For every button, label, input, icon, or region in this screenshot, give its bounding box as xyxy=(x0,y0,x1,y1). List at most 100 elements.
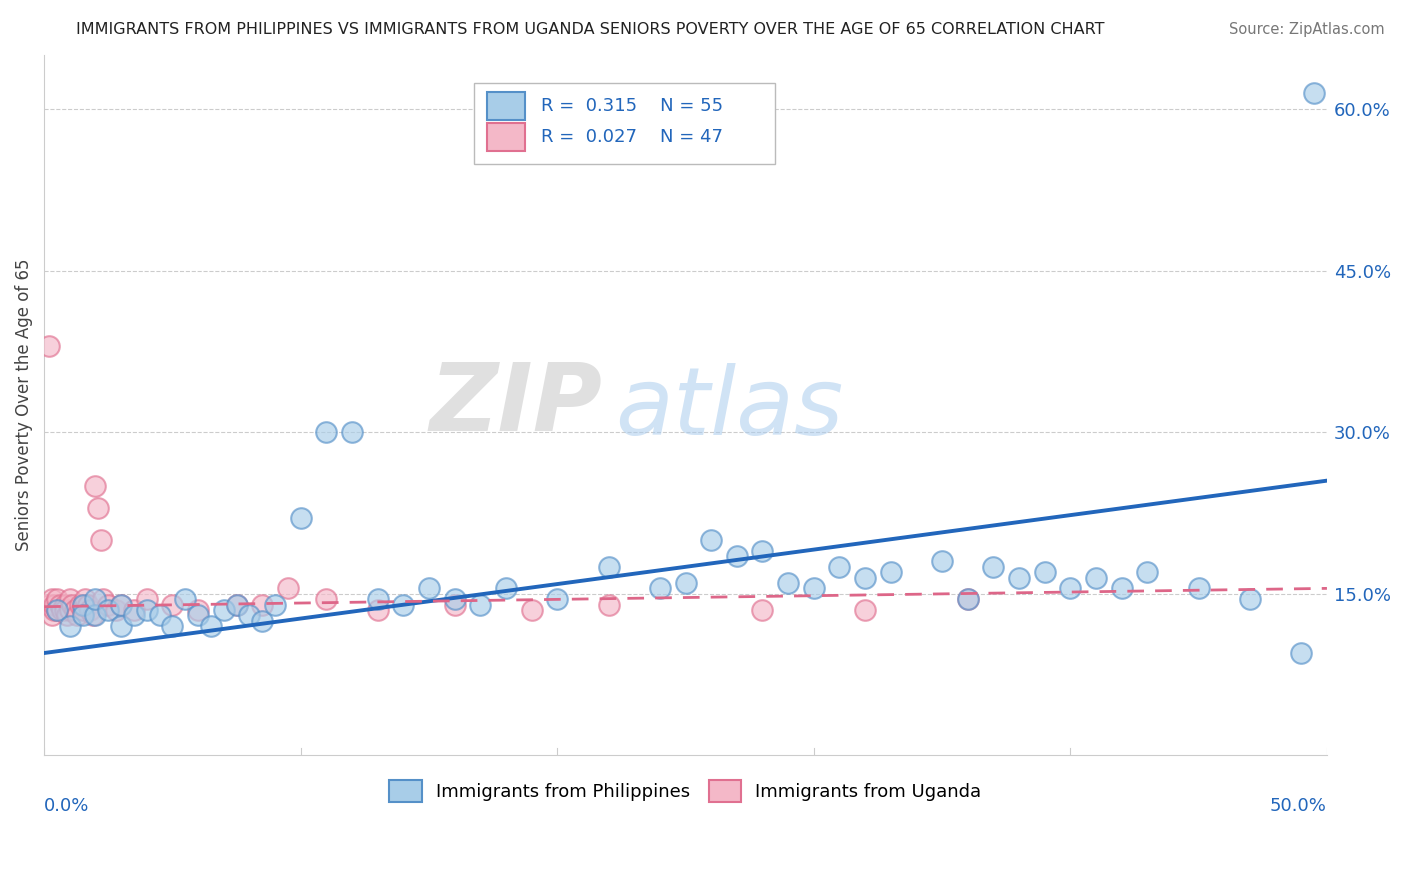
Point xyxy=(187,603,209,617)
Point xyxy=(82,608,104,623)
Point xyxy=(290,511,312,525)
Text: ZIP: ZIP xyxy=(429,359,602,451)
Text: atlas: atlas xyxy=(614,363,844,454)
Point xyxy=(110,598,132,612)
Text: Source: ZipAtlas.com: Source: ZipAtlas.com xyxy=(1229,22,1385,37)
Point xyxy=(853,603,876,617)
Point xyxy=(135,603,157,617)
Point xyxy=(495,582,517,596)
Point xyxy=(41,592,63,607)
Point xyxy=(45,603,67,617)
Point xyxy=(803,582,825,596)
FancyBboxPatch shape xyxy=(486,123,526,151)
Point xyxy=(41,608,63,623)
Text: R =  0.027    N = 47: R = 0.027 N = 47 xyxy=(540,128,723,146)
Point xyxy=(1085,571,1108,585)
Point xyxy=(225,598,247,612)
Point xyxy=(84,592,107,607)
Point xyxy=(956,592,979,607)
Point xyxy=(84,608,107,623)
Point xyxy=(45,592,67,607)
Point xyxy=(48,598,70,612)
Point xyxy=(122,608,145,623)
Point xyxy=(56,608,79,623)
Point xyxy=(97,598,120,612)
Point xyxy=(1188,582,1211,596)
Text: IMMIGRANTS FROM PHILIPPINES VS IMMIGRANTS FROM UGANDA SENIORS POVERTY OVER THE A: IMMIGRANTS FROM PHILIPPINES VS IMMIGRANT… xyxy=(76,22,1105,37)
Point xyxy=(725,549,748,563)
Point xyxy=(135,592,157,607)
Point xyxy=(91,592,114,607)
Point xyxy=(174,592,197,607)
Point xyxy=(148,608,170,623)
Point xyxy=(1111,582,1133,596)
Text: 50.0%: 50.0% xyxy=(1270,797,1327,815)
Point xyxy=(75,592,97,607)
Point xyxy=(828,559,851,574)
Point xyxy=(44,603,66,617)
Point xyxy=(38,598,60,612)
Point xyxy=(104,603,127,617)
Text: 0.0%: 0.0% xyxy=(44,797,90,815)
Legend: Immigrants from Philippines, Immigrants from Uganda: Immigrants from Philippines, Immigrants … xyxy=(382,772,988,809)
Point xyxy=(59,619,82,633)
Point xyxy=(1303,86,1326,100)
Point xyxy=(225,598,247,612)
Point xyxy=(60,598,83,612)
Point xyxy=(675,576,697,591)
Point xyxy=(880,565,903,579)
Point xyxy=(1008,571,1031,585)
Y-axis label: Seniors Poverty Over the Age of 65: Seniors Poverty Over the Age of 65 xyxy=(15,259,32,551)
Point xyxy=(110,619,132,633)
Point xyxy=(598,559,620,574)
Point xyxy=(72,598,94,612)
Point xyxy=(51,603,73,617)
Point xyxy=(38,339,60,353)
Point xyxy=(1239,592,1261,607)
FancyBboxPatch shape xyxy=(486,92,526,120)
Point xyxy=(983,559,1005,574)
Point xyxy=(59,592,82,607)
Point xyxy=(520,603,543,617)
Point xyxy=(1136,565,1159,579)
Point xyxy=(63,603,86,617)
Point xyxy=(90,533,112,547)
Point xyxy=(162,598,184,612)
Point xyxy=(264,598,287,612)
Point xyxy=(122,603,145,617)
Point xyxy=(418,582,440,596)
Point xyxy=(187,608,209,623)
Point xyxy=(1291,646,1313,660)
Point xyxy=(110,598,132,612)
Point xyxy=(546,592,568,607)
Point xyxy=(648,582,671,596)
Point xyxy=(44,598,66,612)
Point xyxy=(250,598,273,612)
Point xyxy=(84,479,107,493)
Text: R =  0.315    N = 55: R = 0.315 N = 55 xyxy=(540,96,723,114)
Point xyxy=(443,592,465,607)
Point xyxy=(69,598,91,612)
Point xyxy=(277,582,299,596)
Point xyxy=(53,603,76,617)
Point xyxy=(598,598,620,612)
Point xyxy=(76,598,98,612)
Point xyxy=(751,543,773,558)
Point xyxy=(853,571,876,585)
Point xyxy=(367,592,389,607)
Point xyxy=(367,603,389,617)
Point xyxy=(250,614,273,628)
Point xyxy=(72,603,94,617)
Point xyxy=(778,576,800,591)
Point xyxy=(162,619,184,633)
Point xyxy=(315,592,337,607)
Point xyxy=(79,603,101,617)
Point xyxy=(931,554,953,568)
Point xyxy=(315,425,337,440)
Point xyxy=(340,425,363,440)
Point xyxy=(66,608,89,623)
Point xyxy=(751,603,773,617)
Point xyxy=(1059,582,1081,596)
Point xyxy=(59,603,82,617)
Point xyxy=(87,500,110,515)
